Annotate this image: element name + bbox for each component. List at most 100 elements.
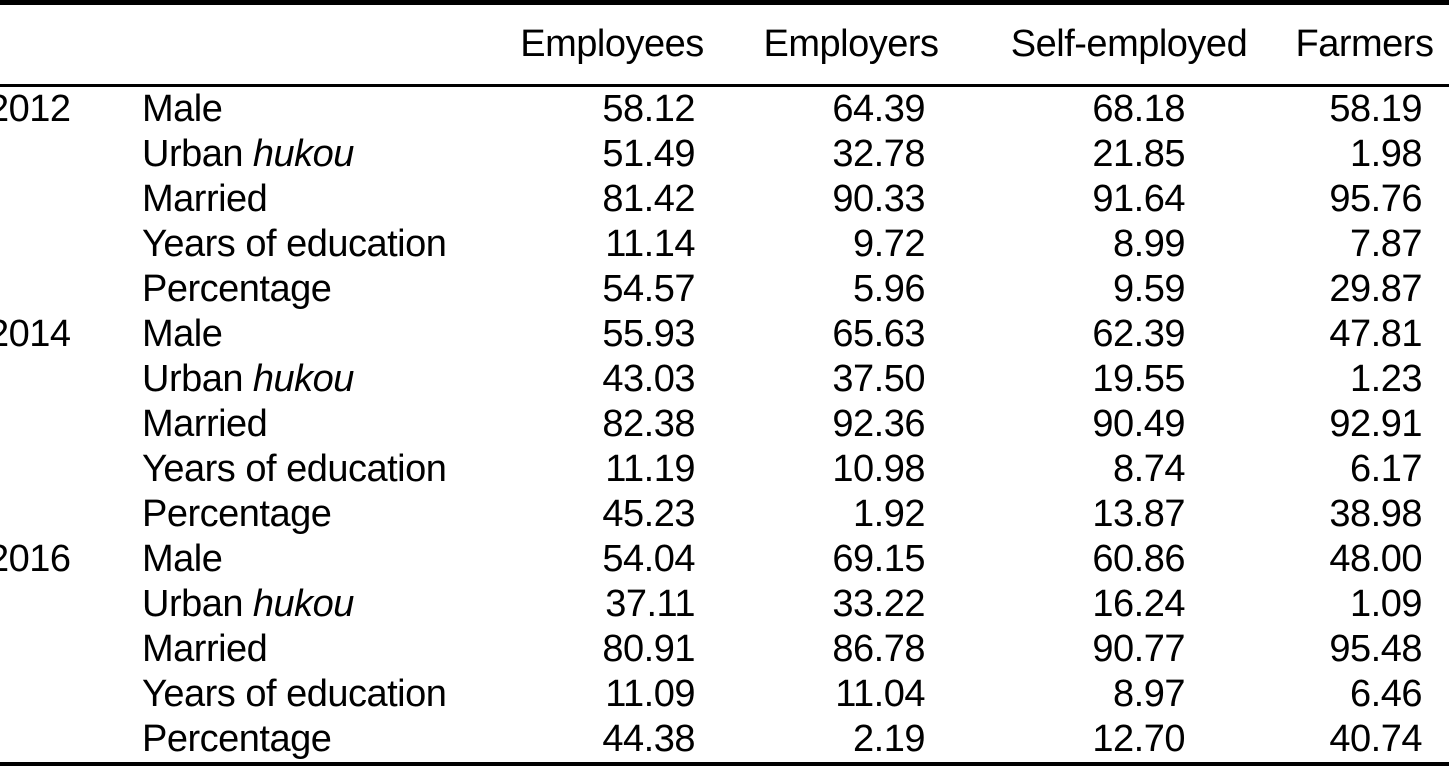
table-row: 2012 Male 58.12 64.39 68.18 58.19	[0, 86, 1449, 133]
year-label	[0, 582, 128, 627]
col-header-employees: Employees	[500, 2, 724, 87]
table-row: Percentage 44.38 2.19 12.70 40.74	[0, 717, 1449, 764]
year-label	[0, 267, 128, 312]
value-cell-self-employed: 12.70	[1092, 718, 1185, 760]
value-cell-employers: 65.63	[832, 313, 925, 355]
row-label-text: Percentage	[142, 268, 332, 310]
row-label: Married	[128, 177, 500, 222]
row-label-text: Years of education	[142, 673, 447, 715]
year-label: 2012	[0, 86, 128, 133]
row-label-text: Urban	[142, 358, 244, 400]
row-label: Male	[128, 86, 500, 133]
value-cell-farmers: 47.81	[1329, 313, 1422, 355]
value-cell-employees: 54.57	[602, 268, 695, 310]
col-header-employers: Employers	[724, 2, 978, 87]
value-cell-employers: 92.36	[832, 403, 925, 445]
row-label-text: Male	[142, 313, 223, 355]
row-label-italic: hukou	[252, 133, 355, 175]
value-cell-employers: 32.78	[832, 133, 925, 175]
value-cell-farmers: 48.00	[1329, 538, 1422, 580]
value-cell-self-employed: 60.86	[1092, 538, 1185, 580]
row-label-text: Married	[142, 178, 268, 220]
row-label-text: Years of education	[142, 448, 447, 490]
year-label	[0, 717, 128, 764]
table-row: Urban hukou 51.49 32.78 21.85 1.98	[0, 132, 1449, 177]
value-cell-employees: 43.03	[602, 358, 695, 400]
value-cell-employers: 2.19	[853, 718, 925, 760]
value-cell-farmers: 92.91	[1329, 403, 1422, 445]
value-cell-employees: 80.91	[602, 628, 695, 670]
value-cell-farmers: 6.17	[1350, 448, 1422, 490]
value-cell-self-employed: 8.97	[1113, 673, 1185, 715]
value-cell-self-employed: 13.87	[1092, 493, 1185, 535]
year-label	[0, 222, 128, 267]
header-year-blank	[0, 2, 128, 87]
value-cell-farmers: 7.87	[1350, 223, 1422, 265]
row-label: Percentage	[128, 717, 500, 764]
value-cell-employers: 33.22	[832, 583, 925, 625]
year-text: 2012	[0, 88, 71, 130]
row-label: Married	[128, 402, 500, 447]
year-label	[0, 447, 128, 492]
row-label: Urban hukou	[128, 582, 500, 627]
value-cell-self-employed: 8.99	[1113, 223, 1185, 265]
value-cell-farmers: 95.76	[1329, 178, 1422, 220]
year-label: 2016	[0, 537, 128, 582]
value-cell-employers: 69.15	[832, 538, 925, 580]
value-cell-farmers: 40.74	[1329, 718, 1422, 760]
year-label	[0, 357, 128, 402]
value-cell-employers: 37.50	[832, 358, 925, 400]
row-label-text: Urban	[142, 583, 244, 625]
table-row: Married 80.91 86.78 90.77 95.48	[0, 627, 1449, 672]
row-label-text: Married	[142, 403, 268, 445]
table-row: Years of education 11.14 9.72 8.99 7.87	[0, 222, 1449, 267]
value-cell-employers: 64.39	[832, 88, 925, 130]
row-label-text: Percentage	[142, 493, 332, 535]
table-row: 2016 Male 54.04 69.15 60.86 48.00	[0, 537, 1449, 582]
table-row: Urban hukou 43.03 37.50 19.55 1.23	[0, 357, 1449, 402]
value-cell-farmers: 1.23	[1350, 358, 1422, 400]
value-cell-employees: 45.23	[602, 493, 695, 535]
row-label: Years of education	[128, 447, 500, 492]
col-header-self-employed: Self-employed	[978, 2, 1280, 87]
value-cell-self-employed: 68.18	[1092, 88, 1185, 130]
value-cell-employers: 5.96	[853, 268, 925, 310]
value-cell-employers: 1.92	[853, 493, 925, 535]
table-row: Urban hukou 37.11 33.22 16.24 1.09	[0, 582, 1449, 627]
row-label: Urban hukou	[128, 357, 500, 402]
value-cell-self-employed: 62.39	[1092, 313, 1185, 355]
table-row: 2014 Male 55.93 65.63 62.39 47.81	[0, 312, 1449, 357]
row-label-text: Male	[142, 538, 223, 580]
value-cell-employees: 37.11	[605, 583, 695, 625]
table-row: Years of education 11.09 11.04 8.97 6.46	[0, 672, 1449, 717]
value-cell-employees: 44.38	[602, 718, 695, 760]
value-cell-employers: 86.78	[832, 628, 925, 670]
year-label	[0, 672, 128, 717]
table-body: 2012 Male 58.12 64.39 68.18 58.19 Urbanh…	[0, 86, 1449, 765]
header-row: Employees Employers Self-employed Farmer…	[0, 2, 1449, 87]
row-label: Male	[128, 312, 500, 357]
row-label: Percentage	[128, 267, 500, 312]
value-cell-self-employed: 90.49	[1092, 403, 1185, 445]
value-cell-employees: 11.14	[605, 223, 695, 265]
value-cell-farmers: 1.98	[1350, 133, 1422, 175]
value-cell-employees: 82.38	[602, 403, 695, 445]
value-cell-self-employed: 9.59	[1113, 268, 1185, 310]
value-cell-self-employed: 21.85	[1092, 133, 1185, 175]
row-label: Male	[128, 537, 500, 582]
value-cell-employees: 58.12	[602, 88, 695, 130]
table-row: Percentage 45.23 1.92 13.87 38.98	[0, 492, 1449, 537]
value-cell-employees: 11.09	[605, 673, 695, 715]
table-row: Married 81.42 90.33 91.64 95.76	[0, 177, 1449, 222]
year-label	[0, 627, 128, 672]
value-cell-employees: 54.04	[602, 538, 695, 580]
row-label-text: Urban	[142, 133, 244, 175]
year-text: 2014	[0, 313, 71, 355]
year-label	[0, 177, 128, 222]
row-label: Married	[128, 627, 500, 672]
value-cell-employees: 51.49	[602, 133, 695, 175]
table-row: Percentage 54.57 5.96 9.59 29.87	[0, 267, 1449, 312]
year-label	[0, 132, 128, 177]
